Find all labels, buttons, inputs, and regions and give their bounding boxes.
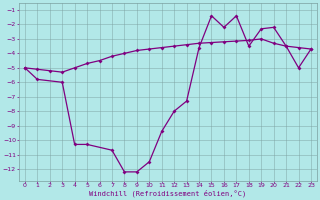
X-axis label: Windchill (Refroidissement éolien,°C): Windchill (Refroidissement éolien,°C) <box>89 190 247 197</box>
